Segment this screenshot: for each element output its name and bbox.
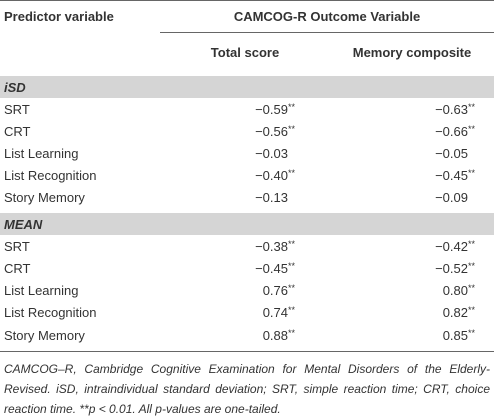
subheader-row: Total score Memory composite	[0, 32, 494, 74]
significance: **	[468, 327, 476, 338]
row-label: List Recognition	[4, 167, 97, 183]
value-cell: −0.13	[160, 186, 330, 211]
section-row: iSD	[0, 71, 494, 98]
value: 0.88	[262, 327, 288, 343]
significance: **	[468, 260, 476, 271]
data-row: SRT −0.38** −0.42**	[0, 235, 494, 257]
value-cell: −0.09	[330, 186, 494, 211]
value: 0.74	[262, 304, 288, 320]
section-row: MEAN	[0, 208, 494, 235]
value-cell: −0.03	[160, 142, 330, 164]
value: −0.03	[255, 145, 288, 161]
significance: **	[288, 260, 296, 271]
row-label: Story Memory	[0, 323, 160, 352]
value: −0.40	[255, 167, 288, 183]
value-cell: −0.56**	[160, 120, 330, 142]
value-cell: 0.85**	[330, 323, 494, 352]
row-label: List Learning	[4, 145, 79, 161]
section-title: MEAN	[0, 208, 494, 235]
value: −0.45	[255, 260, 288, 276]
value: −0.63	[435, 101, 468, 117]
significance: **	[468, 167, 476, 178]
value: −0.56	[255, 123, 288, 139]
table-body: Predictor variable CAMCOG-R Outcome Vari…	[0, 0, 494, 352]
significance: **	[288, 238, 296, 249]
significance: **	[288, 167, 296, 178]
value-cell: −0.38**	[160, 235, 330, 257]
value: 0.76	[262, 282, 288, 298]
value-cell: −0.52**	[330, 257, 494, 279]
row-label: List Recognition	[4, 304, 97, 320]
value: −0.09	[435, 189, 468, 205]
value: −0.45	[435, 167, 468, 183]
value-cell: −0.63**	[330, 98, 494, 120]
value-cell: 0.76**	[160, 279, 330, 301]
value: −0.52	[435, 260, 468, 276]
row-label: SRT	[4, 101, 30, 117]
significance: **	[288, 304, 296, 315]
header-cell: CAMCOG-R Outcome Variable	[160, 0, 494, 33]
value-cell: 0.80**	[330, 279, 494, 301]
significance: **	[288, 101, 296, 112]
data-row: Story Memory −0.13 −0.09	[0, 186, 494, 211]
row-label: CRT	[4, 123, 31, 139]
value: −0.66	[435, 123, 468, 139]
data-row: List Recognition 0.74** 0.82**	[0, 301, 494, 323]
header-cell	[0, 32, 160, 74]
significance: **	[288, 123, 296, 134]
footnote: CAMCOG–R, Cambridge Cognitive Examinatio…	[4, 362, 490, 416]
value-cell: 0.88**	[160, 323, 330, 352]
data-row: CRT −0.56** −0.66**	[0, 120, 494, 142]
results-table: Predictor variable CAMCOG-R Outcome Vari…	[0, 0, 494, 352]
header-cell: Predictor variable	[4, 9, 114, 25]
data-row: CRT −0.45** −0.52**	[0, 257, 494, 279]
row-label: List Learning	[4, 282, 79, 298]
value: 0.80	[442, 282, 468, 298]
data-row: SRT −0.59** −0.63**	[0, 98, 494, 120]
value: −0.13	[255, 189, 288, 205]
row-label: CRT	[4, 260, 31, 276]
value-cell: −0.40**	[160, 164, 330, 186]
header-row: Predictor variable CAMCOG-R Outcome Vari…	[0, 0, 494, 33]
data-row: Story Memory 0.88** 0.85**	[0, 323, 494, 352]
header-cell: Memory composite	[330, 32, 494, 74]
significance: **	[288, 327, 296, 338]
value-cell: 0.74**	[160, 301, 330, 323]
data-row: List Learning 0.76** 0.80**	[0, 279, 494, 301]
value-cell: −0.45**	[160, 257, 330, 279]
header-cell: Total score	[160, 32, 330, 74]
significance: **	[468, 304, 476, 315]
value-cell: 0.82**	[330, 301, 494, 323]
data-row: List Recognition −0.40** −0.45**	[0, 164, 494, 186]
value-cell: −0.66**	[330, 120, 494, 142]
value-cell: −0.59**	[160, 98, 330, 120]
data-row: List Learning −0.03 −0.05	[0, 142, 494, 164]
value-cell: −0.42**	[330, 235, 494, 257]
significance: **	[468, 282, 476, 293]
significance: **	[288, 282, 296, 293]
significance: **	[468, 101, 476, 112]
value: −0.38	[255, 238, 288, 254]
value: −0.59	[255, 101, 288, 117]
value-cell: −0.45**	[330, 164, 494, 186]
value: −0.42	[435, 238, 468, 254]
row-label: SRT	[4, 238, 30, 254]
value-cell: −0.05	[330, 142, 494, 164]
value: −0.05	[435, 145, 468, 161]
significance: **	[468, 123, 476, 134]
row-label: Story Memory	[4, 189, 85, 205]
section-title: iSD	[0, 71, 494, 98]
significance: **	[468, 238, 476, 249]
value: 0.82	[442, 304, 468, 320]
value: 0.85	[442, 327, 468, 343]
